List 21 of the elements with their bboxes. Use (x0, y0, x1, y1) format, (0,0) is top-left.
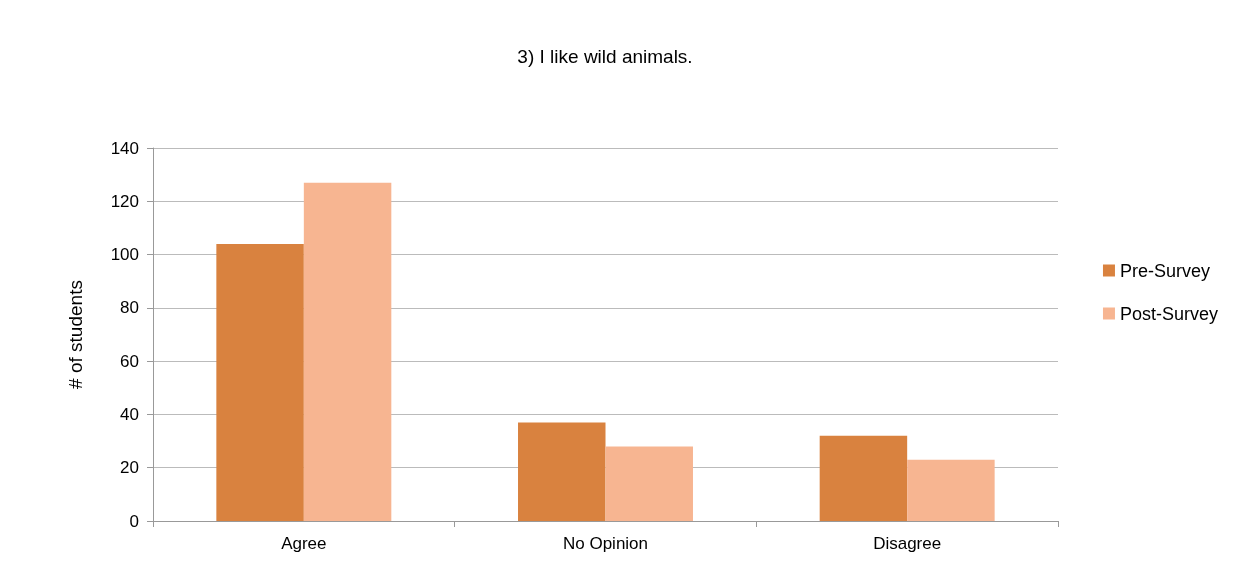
bar (819, 435, 908, 521)
y-tick-label: 80 (120, 298, 139, 318)
y-tick-label: 60 (120, 351, 139, 371)
bar (605, 446, 693, 521)
legend-label: Post-Survey (1119, 303, 1219, 324)
y-tick-label: 100 (110, 245, 139, 265)
legend-label: Pre-Survey (1119, 260, 1210, 281)
x-tick-label: Agree (281, 534, 327, 553)
bar (907, 459, 995, 521)
bar (303, 182, 392, 521)
y-tick-label: 0 (129, 511, 139, 531)
bar (518, 422, 606, 521)
y-tick-label: 20 (120, 458, 139, 478)
y-tick-label: 40 (120, 404, 139, 424)
y-axis-title: # of students (65, 280, 86, 389)
bar (216, 243, 304, 521)
y-tick-label: 120 (110, 191, 139, 211)
chart-title: 3) I like wild animals. (517, 46, 693, 67)
y-tick-label: 140 (110, 138, 139, 158)
x-tick-label: No Opinion (562, 534, 649, 553)
x-tick-label: Disagree (873, 534, 942, 553)
